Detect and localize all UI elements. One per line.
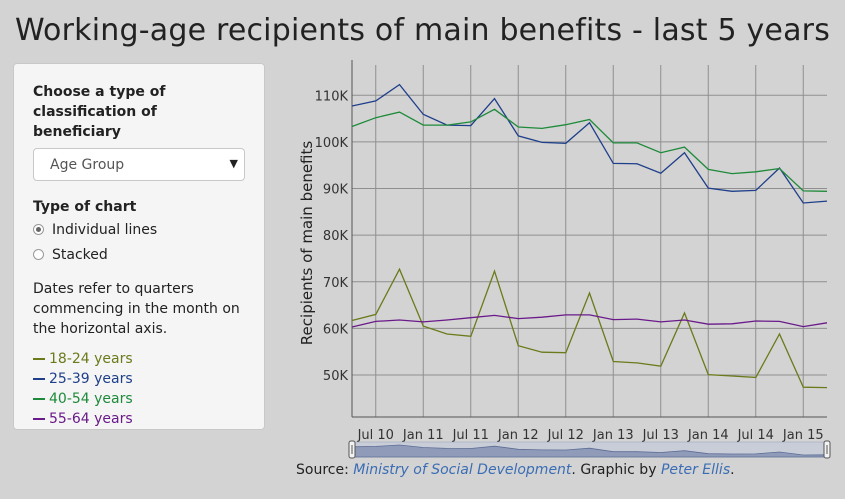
y-tick-label: 80K [323, 229, 349, 244]
radio-label-stacked: Stacked [52, 246, 108, 263]
legend: 18-24 years 25-39 years 40-54 years 55-6… [33, 349, 245, 429]
radio-stacked[interactable]: Stacked [33, 242, 245, 267]
classification-select[interactable]: Age Group ▼ [33, 148, 245, 181]
x-tick-label: Jan 13 [592, 428, 634, 443]
classification-value: Age Group [50, 157, 125, 173]
series-line-55-64-years [351, 314, 828, 328]
series-line-18-24-years [351, 267, 828, 389]
legend-item-55-64: 55-64 years [33, 409, 245, 429]
legend-label-55-64: 55-64 years [49, 411, 133, 427]
chart-type-label: Type of chart [33, 199, 137, 215]
radio-unchecked-icon[interactable] [33, 249, 44, 260]
sidebar-panel: Choose a type of classification of benef… [13, 63, 265, 430]
x-tick-label: Jan 11 [402, 428, 444, 443]
x-tick-label: Jul 11 [452, 428, 489, 443]
legend-swatch-18-24 [33, 358, 45, 360]
source-prefix: Source: [296, 462, 349, 478]
series-line-25-39-years [351, 83, 828, 204]
legend-label-18-24: 18-24 years [49, 351, 133, 367]
source-link-author[interactable]: Peter Ellis [660, 462, 731, 478]
range-selector-area [351, 444, 828, 458]
y-tick-label: 100K [315, 136, 349, 151]
x-tick-label: Jul 12 [547, 428, 584, 443]
source-suffix: . [730, 462, 735, 478]
chart-container: 50K 60K 70K 80K 90K 100K 110K Jul 10 Jan 11 Jul 1… [295, 60, 840, 470]
radio-label-individual-lines: Individual lines [52, 221, 158, 238]
x-tick-label: Jul 14 [737, 428, 774, 443]
page-title: Working-age recipients of main benefits … [14, 13, 831, 48]
x-tick-label: Jan 12 [497, 428, 539, 443]
x-tick-label: Jul 10 [357, 428, 394, 443]
legend-item-18-24: 18-24 years [33, 349, 245, 369]
legend-swatch-40-54 [33, 398, 45, 400]
line-chart: 50K 60K 70K 80K 90K 100K 110K Jul 10 Jan 11 Jul 1… [298, 60, 831, 459]
chevron-down-icon: ▼ [229, 157, 238, 170]
series-line-40-54-years [351, 108, 828, 192]
source-link-msd[interactable]: Ministry of Social Development [353, 462, 572, 478]
x-tick-label: Jul 13 [642, 428, 679, 443]
radio-individual-lines[interactable]: Individual lines [33, 217, 245, 242]
legend-label-40-54: 40-54 years [49, 391, 133, 407]
y-tick-label: 90K [323, 183, 349, 198]
source-line: Source: Ministry of Social Development. … [296, 462, 735, 478]
classification-label: Choose a type of classification of benef… [33, 84, 166, 140]
legend-item-40-54: 40-54 years [33, 389, 245, 409]
source-middle: . Graphic by [571, 462, 657, 478]
x-tick-label: Jan 14 [687, 428, 729, 443]
radio-checked-icon[interactable] [33, 224, 44, 235]
legend-label-25-39: 25-39 years [49, 371, 133, 387]
legend-swatch-55-64 [33, 418, 45, 420]
x-tick-label: Jan 15 [782, 428, 824, 443]
y-tick-label: 110K [315, 89, 349, 104]
legend-swatch-25-39 [33, 378, 45, 380]
y-tick-label: 50K [323, 369, 349, 384]
y-axis-title: Recipients of main benefits [298, 141, 316, 346]
y-tick-label: 70K [323, 276, 349, 291]
date-note: Dates refer to quarters commencing in th… [33, 281, 240, 337]
legend-item-25-39: 25-39 years [33, 369, 245, 389]
y-tick-label: 60K [323, 322, 349, 337]
